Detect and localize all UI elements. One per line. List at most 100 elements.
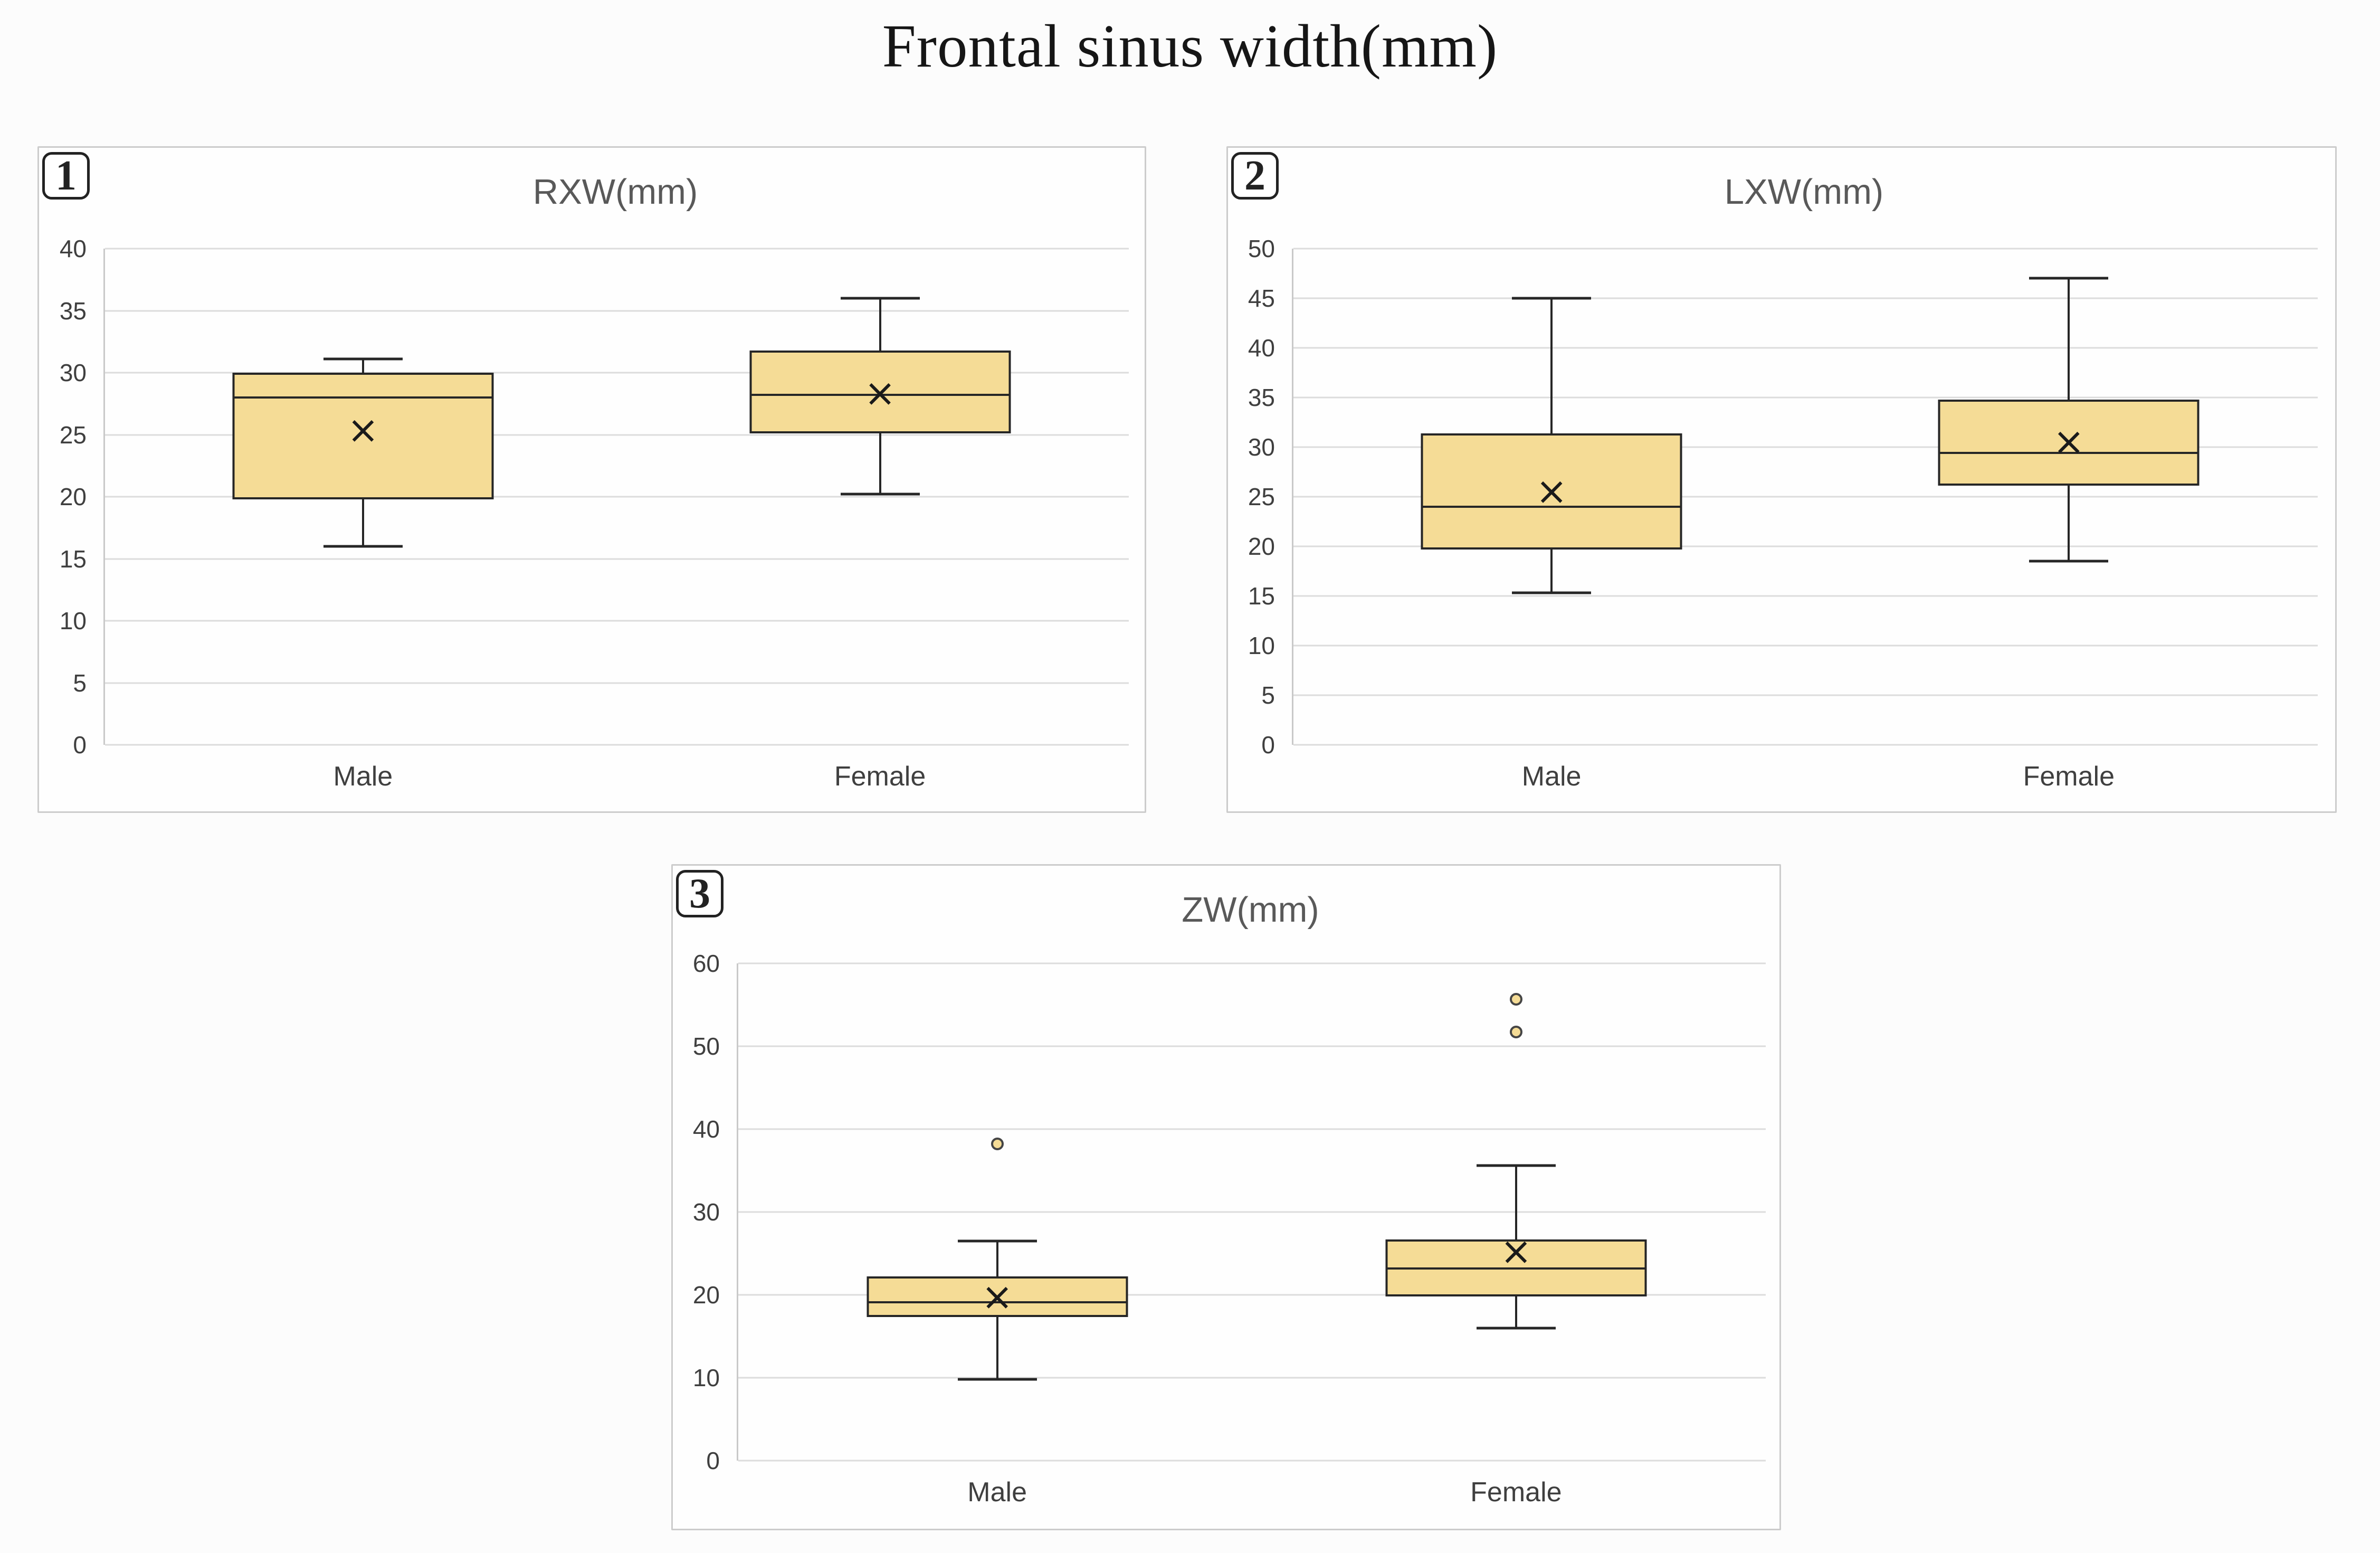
gridline [738, 1294, 1766, 1296]
gridline [105, 558, 1129, 560]
y-axis-tick-label: 30 [692, 1198, 720, 1226]
mean-marker: × [981, 1274, 1013, 1319]
box-male [1421, 433, 1682, 550]
whisker-lower [2068, 486, 2070, 562]
y-axis-tick-label: 40 [692, 1115, 720, 1143]
y-axis-tick-label: 35 [59, 297, 87, 325]
gridline [738, 962, 1766, 964]
gridline [1293, 694, 2318, 696]
y-axis-tick-label: 25 [1248, 483, 1275, 510]
median-line [1421, 505, 1682, 508]
whisker-upper [1550, 298, 1553, 433]
panel-number-badge: 1 [42, 152, 90, 200]
median-line [1938, 452, 2200, 454]
y-axis-tick-label: 45 [1248, 285, 1275, 312]
outlier-point [1509, 992, 1522, 1006]
plot-area: 0 5 10 15 20 25 30 35 40 45 50 × Male × Female [1248, 236, 2318, 790]
mean-marker: × [1500, 1228, 1532, 1273]
whisker-cap-lower [1476, 1327, 1556, 1330]
y-axis-tick-label: 0 [706, 1447, 720, 1474]
whisker-cap-lower [1512, 591, 1592, 594]
whisker-lower [361, 499, 364, 546]
y-axis-tick-label: 25 [59, 421, 87, 449]
chart-title: RXW(mm) [532, 172, 698, 212]
gridline [105, 496, 1129, 498]
gridline [105, 372, 1129, 374]
gridline [105, 682, 1129, 684]
gridline [1293, 744, 2318, 746]
gridline [1293, 496, 2318, 498]
whisker-upper [361, 359, 364, 373]
plot-area: 0 10 20 30 40 50 60 × Male × Female [693, 951, 1766, 1506]
whisker-upper [879, 298, 881, 351]
mean-marker: × [864, 370, 896, 415]
mean-marker: × [1535, 468, 1568, 513]
gridline [738, 1377, 1766, 1379]
box-male [867, 1276, 1128, 1318]
box-female [749, 350, 1011, 434]
gridline [1293, 645, 2318, 647]
box-male [232, 373, 494, 499]
panel-rxw-chart: 1 RXW(mm) 0 5 10 15 20 25 30 35 40 × Male × Female [37, 146, 1146, 813]
x-category-label: Female [2023, 761, 2115, 792]
x-category-label: Female [834, 761, 926, 792]
whisker-cap-upper [323, 357, 403, 361]
median-line [232, 396, 494, 399]
y-axis-tick-label: 0 [73, 731, 87, 759]
gridline [105, 310, 1129, 311]
y-axis-tick-label: 20 [59, 483, 87, 510]
y-axis-tick-label: 20 [692, 1281, 720, 1309]
y-axis-tick-label: 0 [1261, 731, 1275, 759]
gridline [1293, 396, 2318, 399]
whisker-cap-upper [840, 297, 920, 300]
gridline [1293, 446, 2318, 448]
y-axis-tick-label: 10 [59, 607, 87, 635]
y-axis-tick-label: 10 [1248, 632, 1275, 659]
whisker-lower [1550, 549, 1553, 593]
median-line [749, 394, 1011, 396]
panel-zw-chart: 3 ZW(mm) 0 10 20 30 40 50 60 × Male × Female [671, 864, 1781, 1530]
whisker-cap-lower [323, 545, 403, 548]
gridline [1293, 248, 2318, 250]
box-female [1938, 399, 2200, 486]
outlier-point [1509, 1026, 1522, 1039]
gridline [738, 1045, 1766, 1047]
gridline [1293, 297, 2318, 299]
y-axis-tick-label: 30 [59, 359, 87, 386]
y-axis-tick-label: 50 [692, 1033, 720, 1060]
y-axis-tick-label: 50 [1248, 235, 1275, 262]
panel-number-badge: 3 [676, 870, 723, 917]
whisker-lower [996, 1317, 998, 1380]
y-axis-tick-label: 5 [73, 669, 87, 697]
chart-title: ZW(mm) [1182, 890, 1319, 930]
figure-title: Frontal sinus width(mm) [882, 13, 1498, 80]
gridline [738, 1128, 1766, 1130]
gridline [738, 1460, 1766, 1462]
gridline [1293, 595, 2318, 597]
whisker-upper [996, 1240, 998, 1277]
gridline [1293, 347, 2318, 349]
gridline [738, 1211, 1766, 1213]
gridline [105, 248, 1129, 250]
outlier-point [991, 1138, 1004, 1151]
whisker-lower [1515, 1296, 1517, 1328]
whisker-cap-upper [1476, 1164, 1556, 1167]
whisker-cap-upper [957, 1239, 1037, 1243]
y-axis-tick-label: 40 [59, 235, 87, 262]
gridline [105, 620, 1129, 622]
x-category-label: Male [967, 1477, 1027, 1508]
gridline [105, 744, 1129, 746]
panel-lxw-chart: 2 LXW(mm) 0 5 10 15 20 25 30 35 40 45 50 × Male × Fema… [1226, 146, 2337, 813]
y-axis-tick-label: 30 [1248, 433, 1275, 461]
mean-marker: × [2053, 419, 2085, 463]
panel-number-badge: 2 [1231, 152, 1279, 200]
x-category-label: Male [1521, 761, 1582, 792]
whisker-cap-lower [957, 1378, 1037, 1381]
x-category-label: Female [1470, 1477, 1562, 1508]
y-axis-tick-label: 5 [1261, 681, 1275, 709]
y-axis-tick-label: 35 [1248, 384, 1275, 411]
plot-area: 0 5 10 15 20 25 30 35 40 × Male × Female [60, 236, 1129, 790]
chart-title: LXW(mm) [1724, 172, 1884, 212]
y-axis-tick-label: 20 [1248, 533, 1275, 560]
